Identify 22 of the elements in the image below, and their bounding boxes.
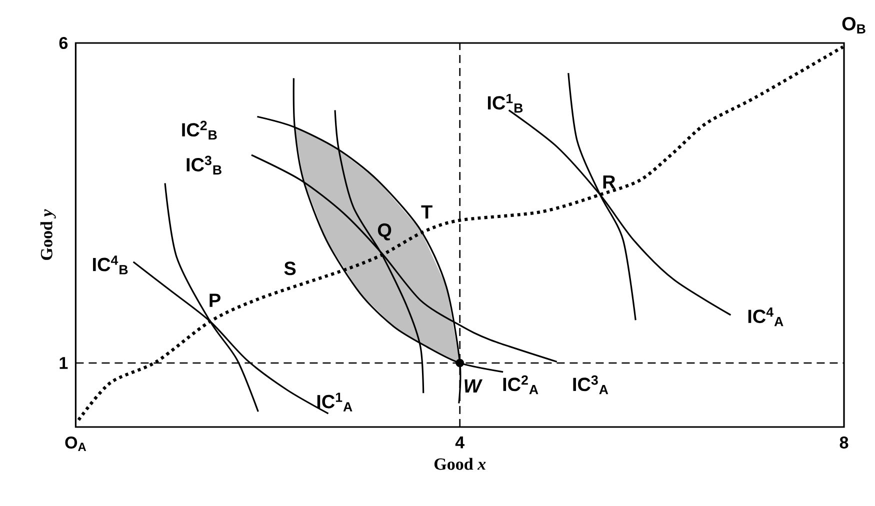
y-tick-label: 6 — [59, 36, 68, 50]
x-axis-title: Good x — [434, 458, 486, 470]
annotation: P — [210, 294, 220, 307]
x-tick-label: O$_{A}$ — [65, 436, 86, 451]
annotation: IC$^{1}$B — [488, 94, 523, 113]
annotation: Q — [378, 223, 392, 240]
x-tick-label: 4 — [455, 436, 464, 448]
annotation: IC$^{2}$B — [182, 120, 217, 140]
annotation: IC$^{2}$A — [503, 375, 538, 394]
annotation: R — [603, 175, 616, 189]
y-tick-label: 1 — [60, 357, 68, 369]
annotation: W — [464, 379, 483, 392]
annotation: IC$^{3}$B — [186, 156, 222, 174]
annotation: IC$^{4}$B — [93, 256, 128, 274]
x-tick-label: 8 — [840, 436, 848, 449]
y-axis-title: Good y — [40, 209, 56, 260]
annotation: IC$^{4}$A — [748, 307, 784, 326]
annotation: IC$^{3}$A — [573, 375, 608, 394]
annotation: IC$^{1}$A — [317, 392, 352, 412]
text: O$_{B}$ — [842, 16, 866, 34]
annotation: S — [284, 262, 296, 276]
annotation: T — [421, 205, 432, 218]
